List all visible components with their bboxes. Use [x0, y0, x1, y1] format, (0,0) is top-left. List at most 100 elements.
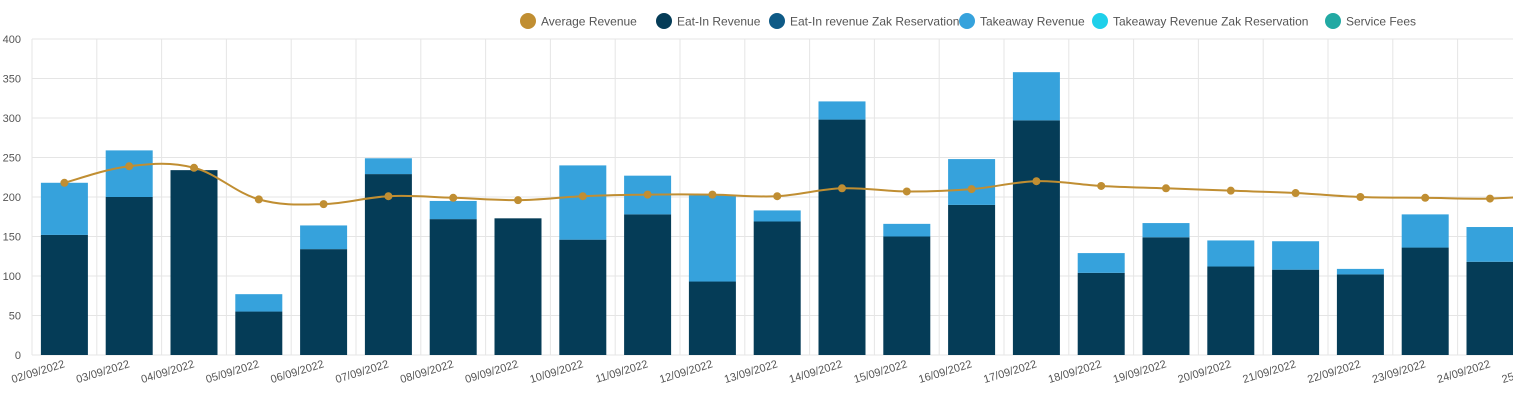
- average-revenue-point[interactable]: [1097, 181, 1106, 190]
- average-revenue-point[interactable]: [643, 190, 652, 199]
- average-revenue-point[interactable]: [1291, 189, 1300, 198]
- bar-segment[interactable]: [559, 239, 607, 355]
- x-tick-label: 20/09/2022: [1177, 358, 1233, 386]
- bar-segment[interactable]: [300, 225, 348, 250]
- bar-segment[interactable]: [753, 221, 801, 355]
- bar-segment[interactable]: [1207, 266, 1255, 355]
- y-tick-label: 400: [3, 34, 21, 46]
- x-tick-label: 08/09/2022: [399, 358, 455, 386]
- legend-label: Eat-In revenue Zak Reservation: [790, 15, 959, 29]
- bar-segment[interactable]: [818, 101, 866, 120]
- legend-label: Service Fees: [1346, 15, 1416, 29]
- bar-segment[interactable]: [1077, 253, 1125, 273]
- bar-segment[interactable]: [688, 195, 736, 282]
- legend-item[interactable]: Service Fees: [1325, 13, 1416, 29]
- x-tick-label: 12/09/2022: [658, 358, 714, 386]
- x-tick-label: 18/09/2022: [1047, 358, 1103, 386]
- legend-item[interactable]: Eat-In revenue Zak Reservation: [769, 13, 959, 29]
- average-revenue-point[interactable]: [967, 185, 976, 194]
- legend-swatch: [1092, 13, 1108, 29]
- average-revenue-point[interactable]: [254, 195, 263, 204]
- bar-segment[interactable]: [429, 219, 477, 355]
- bar-segment[interactable]: [170, 170, 218, 355]
- bar-segment[interactable]: [948, 204, 996, 355]
- average-revenue-point[interactable]: [449, 193, 458, 202]
- bar-segment[interactable]: [1077, 272, 1125, 355]
- legend-item[interactable]: Average Revenue: [520, 13, 637, 29]
- x-tick-label: 25/09/2022: [1501, 358, 1513, 386]
- bar-segment[interactable]: [40, 182, 88, 235]
- average-revenue-point[interactable]: [773, 192, 782, 201]
- bar-segment[interactable]: [1401, 247, 1449, 355]
- x-tick-label: 16/09/2022: [917, 358, 973, 386]
- average-revenue-point[interactable]: [1162, 184, 1170, 193]
- bar-segment[interactable]: [494, 218, 542, 355]
- bar-segment[interactable]: [883, 236, 931, 356]
- legend-label: Takeaway Revenue: [980, 15, 1085, 29]
- x-tick-label: 21/09/2022: [1241, 358, 1297, 386]
- legend-swatch: [656, 13, 672, 29]
- average-revenue-point[interactable]: [1421, 193, 1430, 202]
- legend-label: Eat-In Revenue: [677, 15, 761, 29]
- bar-segment[interactable]: [1336, 274, 1384, 355]
- average-revenue-point[interactable]: [319, 200, 328, 209]
- bar-segment[interactable]: [1401, 214, 1449, 248]
- average-revenue-point[interactable]: [125, 162, 134, 171]
- average-revenue-point[interactable]: [190, 163, 198, 172]
- bar-segment[interactable]: [429, 200, 477, 220]
- average-revenue-point[interactable]: [1032, 177, 1041, 186]
- bar-segment[interactable]: [753, 210, 801, 222]
- average-revenue-point[interactable]: [578, 192, 587, 201]
- average-revenue-point[interactable]: [514, 196, 522, 205]
- y-tick-label: 0: [15, 350, 21, 362]
- y-tick-label: 350: [3, 74, 21, 86]
- bar-segment[interactable]: [364, 174, 412, 355]
- x-tick-label: 15/09/2022: [853, 358, 909, 386]
- average-revenue-point[interactable]: [1356, 193, 1365, 201]
- x-tick-label: 09/09/2022: [464, 358, 520, 386]
- legend[interactable]: Average Revenue Eat-In Revenue Eat-In reve…: [520, 13, 1416, 29]
- average-revenue-point[interactable]: [1486, 194, 1494, 203]
- bar-segment[interactable]: [1012, 120, 1060, 356]
- bar-segment[interactable]: [1142, 237, 1190, 355]
- legend-item[interactable]: Eat-In Revenue: [656, 13, 761, 29]
- bar-segment[interactable]: [1207, 240, 1255, 267]
- bars: [40, 72, 1513, 356]
- bar-segment[interactable]: [1336, 268, 1384, 275]
- bar-segment[interactable]: [1142, 223, 1190, 238]
- bar-segment[interactable]: [1466, 261, 1513, 355]
- bar-segment[interactable]: [624, 214, 672, 355]
- average-revenue-point[interactable]: [708, 190, 717, 199]
- x-tick-label: 07/09/2022: [334, 358, 390, 386]
- legend-item[interactable]: Takeaway Revenue Zak Reservation: [1092, 13, 1308, 29]
- x-tick-label: 19/09/2022: [1112, 358, 1168, 386]
- bar-segment[interactable]: [105, 150, 153, 197]
- legend-item[interactable]: Takeaway Revenue: [959, 13, 1085, 29]
- bar-segment[interactable]: [235, 294, 283, 312]
- bar-segment[interactable]: [300, 249, 348, 355]
- x-tick-label: 13/09/2022: [723, 358, 779, 386]
- bar-segment[interactable]: [1272, 241, 1320, 270]
- bar-segment[interactable]: [40, 234, 88, 355]
- bar-segment[interactable]: [559, 165, 607, 240]
- y-axis-ticks: 0 50 100 150 200 250 300 350 400: [3, 34, 21, 362]
- average-revenue-point[interactable]: [60, 178, 69, 187]
- average-revenue-path: [64, 162, 1513, 206]
- x-tick-label: 22/09/2022: [1306, 358, 1362, 386]
- bar-segment[interactable]: [235, 311, 283, 355]
- bar-segment[interactable]: [818, 119, 866, 355]
- bar-segment[interactable]: [1466, 227, 1513, 262]
- average-revenue-point[interactable]: [838, 184, 846, 193]
- bar-segment[interactable]: [948, 159, 996, 205]
- bar-segment[interactable]: [1272, 269, 1320, 355]
- average-revenue-point[interactable]: [1226, 186, 1235, 195]
- x-tick-label: 14/09/2022: [788, 358, 844, 386]
- average-revenue-point[interactable]: [384, 192, 393, 201]
- bar-segment[interactable]: [688, 281, 736, 355]
- bar-segment[interactable]: [105, 197, 153, 355]
- bar-segment[interactable]: [1012, 72, 1060, 121]
- bar-segment[interactable]: [364, 158, 412, 175]
- x-tick-label: 03/09/2022: [75, 358, 131, 386]
- bar-segment[interactable]: [883, 223, 931, 237]
- average-revenue-point[interactable]: [902, 187, 911, 196]
